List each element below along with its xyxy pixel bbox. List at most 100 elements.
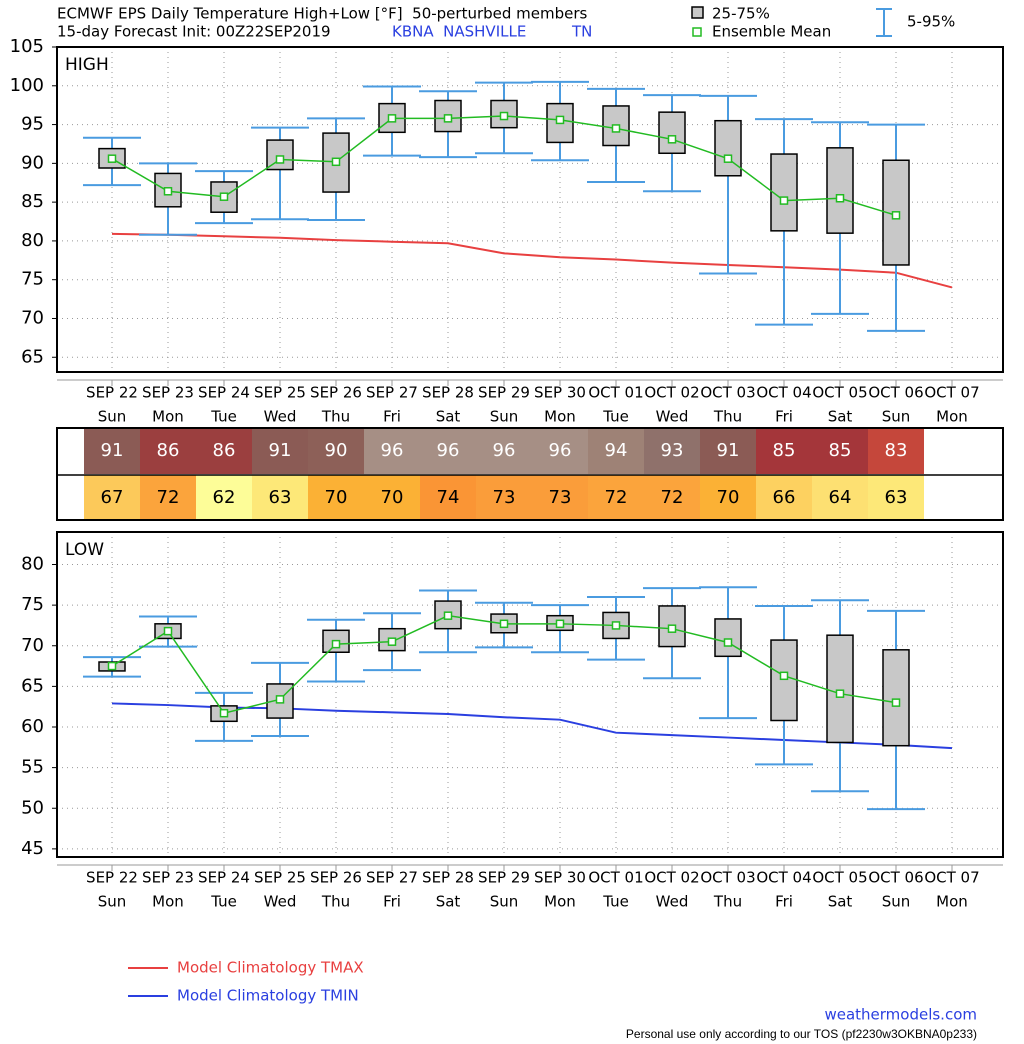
table-value: 72: [157, 487, 180, 508]
y-tick-label: 85: [21, 191, 44, 212]
table-cell: [364, 475, 420, 521]
x-tick-label: SEP 24: [198, 384, 250, 402]
mean-marker: [891, 211, 901, 220]
y-tick-label: 60: [21, 716, 44, 737]
mean-marker: [107, 154, 117, 163]
y-tick-label: 45: [21, 838, 44, 859]
mean-marker: [275, 155, 285, 164]
x-tick-label: SEP 27: [366, 384, 418, 402]
mean-marker: [555, 619, 565, 629]
table-cell: [868, 428, 924, 474]
footer-tos: Personal use only according to our TOS (…: [626, 1027, 977, 1041]
x-day-label: Fri: [383, 893, 401, 911]
table-cell: [812, 475, 868, 521]
box: [602, 105, 630, 147]
climatology-line: [111, 232, 953, 289]
table-value: 62: [213, 487, 236, 508]
table-cell: [644, 475, 700, 521]
legend-box-label: 25-75%: [712, 5, 770, 23]
table-cell: [308, 475, 364, 521]
x-tick-label: SEP 27: [366, 869, 418, 887]
mean-marker: [555, 115, 565, 125]
x-day-label: Thu: [713, 408, 742, 426]
x-day-label: Tue: [210, 893, 237, 911]
x-tick-label: SEP 22: [86, 869, 138, 887]
x-day-label: Fri: [775, 893, 793, 911]
x-day-label: Fri: [383, 408, 401, 426]
table-cell: [532, 428, 588, 474]
table-cell: [700, 475, 756, 521]
box: [714, 119, 742, 177]
x-tick-label: OCT 07: [924, 869, 979, 887]
state: TN: [571, 23, 592, 41]
table-cell: [588, 428, 644, 474]
mean-marker: [499, 619, 509, 629]
x-tick-label: SEP 26: [310, 869, 362, 887]
box: [658, 111, 686, 155]
table-cell: [476, 428, 532, 474]
table-value: 70: [381, 487, 404, 508]
table-cell: [196, 475, 252, 521]
mean-marker: [387, 637, 397, 646]
y-tick-label: 55: [21, 757, 44, 778]
legend-mean-label: Ensemble Mean: [712, 23, 831, 41]
x-tick-label: SEP 23: [142, 384, 194, 402]
table-value: 91: [101, 440, 124, 461]
x-tick-label: OCT 02: [644, 384, 699, 402]
x-day-label: Tue: [602, 408, 629, 426]
x-tick-label: SEP 30: [534, 384, 586, 402]
box: [714, 618, 742, 658]
climatology-line: [111, 702, 953, 750]
mean-marker: [219, 192, 229, 201]
box: [882, 649, 910, 747]
x-tick-label: OCT 05: [812, 869, 867, 887]
y-tick-label: 65: [21, 675, 44, 696]
y-tick-label: 50: [21, 797, 44, 818]
table-value: 63: [269, 487, 292, 508]
table-cell: [644, 428, 700, 474]
x-day-label: Sun: [490, 408, 519, 426]
x-tick-label: SEP 26: [310, 384, 362, 402]
table-value: 63: [885, 487, 908, 508]
table-value: 73: [493, 487, 516, 508]
mean-marker: [163, 187, 173, 196]
table-frame: [56, 427, 1004, 521]
table-cell: [364, 428, 420, 474]
table-value: 90: [325, 440, 348, 461]
y-tick-label: 70: [21, 635, 44, 656]
x-day-label: Thu: [321, 893, 350, 911]
x-day-label: Tue: [602, 893, 629, 911]
x-day-label: Sat: [828, 408, 853, 426]
y-tick-label: 95: [21, 114, 44, 135]
box: [826, 147, 854, 234]
x-tick-label: OCT 01: [588, 869, 643, 887]
x-day-label: Thu: [713, 893, 742, 911]
table-value: 83: [885, 440, 908, 461]
table-cell: [420, 428, 476, 474]
legend-tmin-label: Model Climatology TMIN: [177, 987, 359, 1005]
mean-marker: [443, 611, 453, 620]
x-tick-label: OCT 01: [588, 384, 643, 402]
table-cell: [868, 475, 924, 521]
table-value: 67: [101, 487, 124, 508]
box: [770, 639, 798, 722]
mean-marker: [387, 114, 397, 123]
x-day-label: Wed: [264, 408, 297, 426]
table-value: 70: [717, 487, 740, 508]
title: ECMWF EPS Daily Temperature High+Low [°F…: [57, 5, 588, 23]
mean-marker: [723, 154, 733, 163]
y-tick-label: 75: [21, 269, 44, 290]
x-tick-label: SEP 30: [534, 869, 586, 887]
x-day-label: Sun: [882, 893, 911, 911]
x-day-label: Fri: [775, 408, 793, 426]
table-cell: [252, 475, 308, 521]
x-day-label: Sun: [490, 893, 519, 911]
x-tick-label: SEP 25: [254, 869, 306, 887]
table-cell: [196, 428, 252, 474]
table-value: 72: [661, 487, 684, 508]
x-tick-label: SEP 29: [478, 384, 530, 402]
mean-marker: [723, 638, 733, 647]
x-tick-label: SEP 22: [86, 384, 138, 402]
mean-marker: [331, 157, 341, 167]
table-value: 85: [773, 440, 796, 461]
